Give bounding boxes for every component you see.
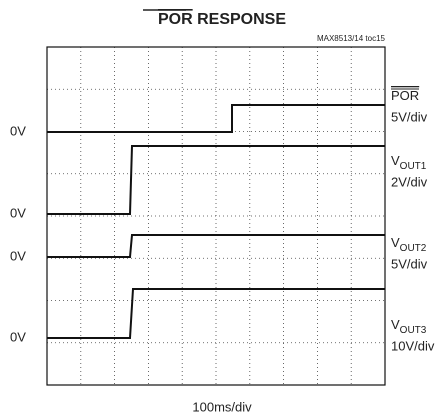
trace-name: VOUT2 (391, 235, 427, 253)
screen-frame (46, 46, 386, 386)
x-scale: 100ms/div (192, 399, 252, 414)
trace-scale: 10V/div (391, 338, 435, 353)
grid (47, 47, 385, 385)
trace-name: VOUT1 (391, 153, 427, 171)
trace-name-sub: OUT1 (400, 161, 427, 172)
trace-name-sub: OUT3 (400, 325, 427, 336)
title-rest: RESPONSE (193, 11, 287, 28)
chart-title: POR RESPONSE (158, 11, 286, 28)
trace-name-main: V (391, 235, 400, 250)
zero-label: 0V (10, 248, 26, 263)
trace-name-main: V (391, 317, 400, 332)
trace-vout2 (47, 234, 385, 258)
trace-scale: 5V/div (391, 109, 428, 124)
title-overline: POR (158, 11, 193, 28)
zero-label: 0V (10, 329, 26, 344)
trace-name: POR (391, 88, 419, 103)
trace-por (47, 104, 385, 133)
trace-name-sub: OUT2 (400, 243, 427, 254)
trace-name-main: V (391, 153, 400, 168)
trace-name-overline: POR (391, 88, 419, 103)
zero-label: 0V (10, 205, 26, 220)
trace-vout3 (47, 288, 385, 339)
trace-scale: 2V/div (391, 174, 428, 189)
trace-vout1 (47, 145, 385, 215)
trace-name: VOUT3 (391, 317, 427, 335)
figure-id: MAX8513/14 toc15 (317, 34, 386, 43)
zero-label: 0V (10, 123, 26, 138)
trace-scale: 5V/div (391, 256, 428, 271)
labels: 0VPOR5V/div0VVOUT12V/div0VVOUT25V/div0VV… (10, 88, 435, 353)
